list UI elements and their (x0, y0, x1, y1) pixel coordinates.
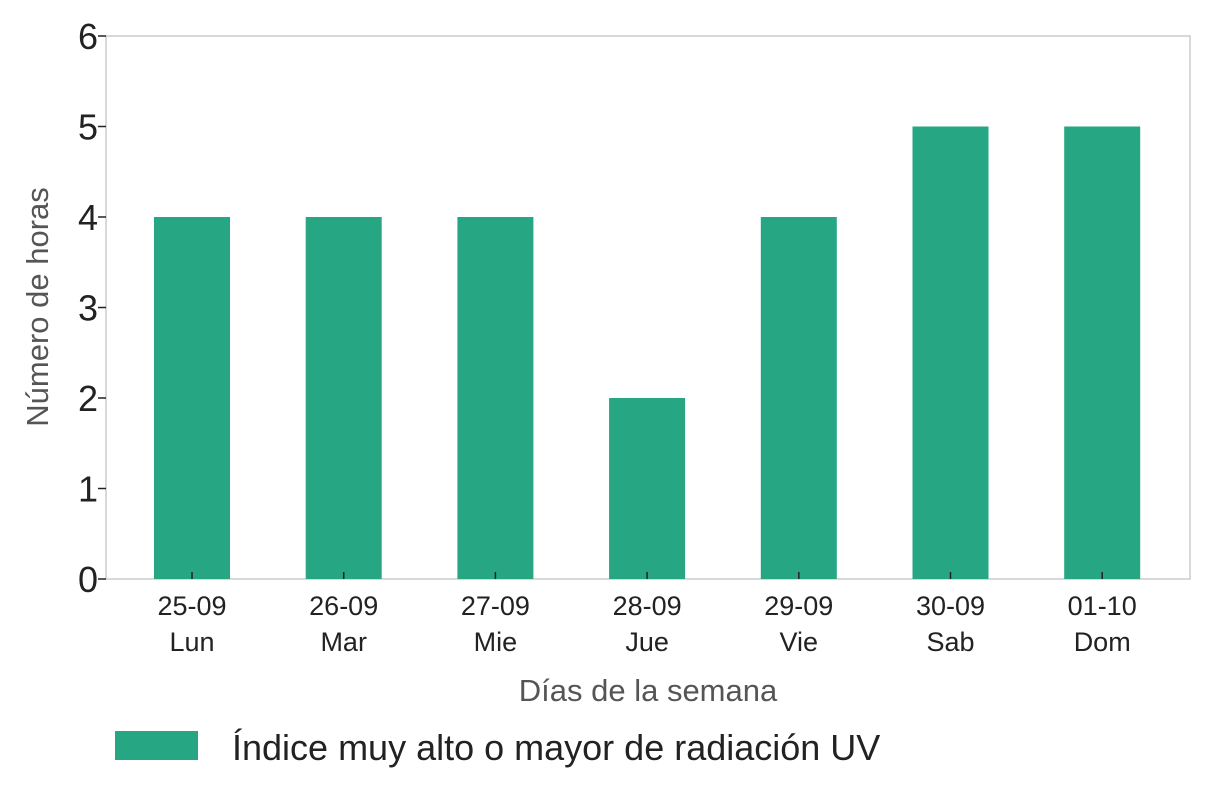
y-tick-label: 1 (78, 469, 98, 510)
bar-mie (457, 217, 534, 579)
x-tick-label-day: Lun (169, 627, 214, 657)
x-tick-label-day: Mie (474, 627, 518, 657)
y-tick-label: 0 (78, 559, 98, 600)
x-axis-ticks: 25-09 Lun 26-09 Mar 27-09 Mie 28-09 Jue 29-09 Vie… (157, 572, 1137, 657)
bar-sab (912, 126, 989, 579)
y-tick-label: 2 (78, 378, 98, 419)
bar-lun (154, 217, 230, 579)
legend-swatch (115, 731, 198, 760)
x-tick-label-date: 29-09 (764, 591, 833, 621)
y-tick-label: 5 (78, 107, 98, 148)
x-tick-label-date: 25-09 (157, 591, 226, 621)
bars-group (154, 126, 1141, 579)
x-tick-label-day: Vie (780, 627, 819, 657)
bar-dom (1064, 126, 1141, 579)
x-tick-label-date: 30-09 (916, 591, 985, 621)
y-axis-title: Número de horas (20, 187, 55, 427)
x-tick-label-date: 27-09 (461, 591, 530, 621)
x-tick-label-day: Sab (926, 627, 974, 657)
plot-area: 0 1 2 3 4 5 6 25-09 Lun 26-09 Mar 27-09 Mie 28-09 Jue… (78, 16, 1191, 657)
bar-mar (305, 217, 382, 579)
y-tick-label: 4 (78, 197, 98, 238)
y-tick-label: 6 (78, 16, 98, 57)
x-tick-label-date: 01-10 (1068, 591, 1137, 621)
bar-vie (760, 217, 837, 579)
legend: Índice muy alto o mayor de radiación UV (115, 727, 880, 768)
x-tick-label-date: 26-09 (309, 591, 378, 621)
y-tick-label: 3 (78, 288, 98, 329)
x-tick-label-day: Jue (625, 627, 669, 657)
x-tick-label-day: Mar (320, 627, 367, 657)
x-axis-title: Días de la semana (519, 673, 778, 708)
y-axis-ticks: 0 1 2 3 4 5 6 (78, 16, 106, 600)
legend-label: Índice muy alto o mayor de radiación UV (232, 727, 880, 768)
x-tick-label-date: 28-09 (613, 591, 682, 621)
bar-jue (609, 398, 686, 579)
x-tick-label-day: Dom (1074, 627, 1131, 657)
